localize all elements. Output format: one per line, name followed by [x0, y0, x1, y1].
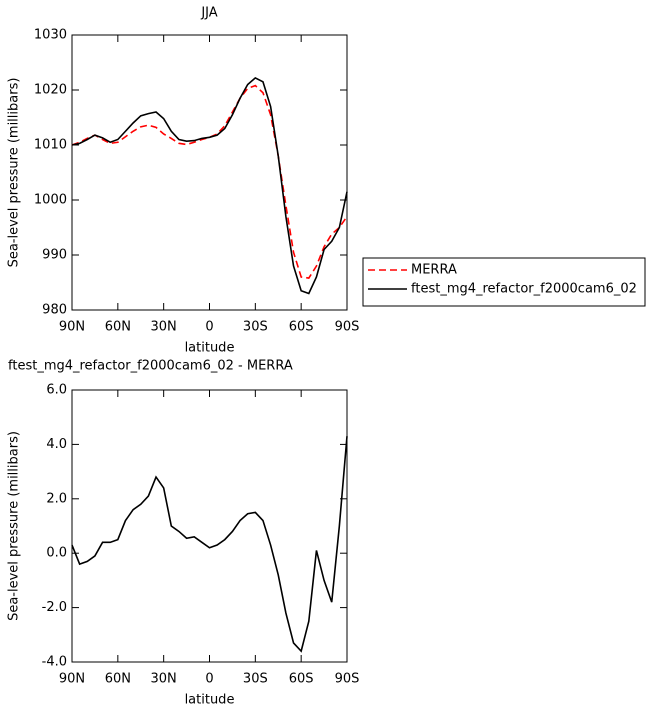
y-tick-label: 1030: [34, 28, 67, 43]
x-tick-label: 90S: [335, 320, 360, 335]
x-axis-label: latitude: [185, 693, 235, 708]
y-tick-label: 2.0: [46, 491, 67, 506]
y-tick-label: -2.0: [42, 600, 67, 615]
data-line: [71, 76, 348, 295]
data-line: [71, 436, 348, 653]
x-axis-label: latitude: [185, 341, 235, 356]
x-tick-label: 30N: [151, 320, 177, 335]
y-tick-label: 1000: [34, 193, 67, 208]
x-tick-label: 30S: [243, 672, 268, 687]
plot-frame: [71, 34, 348, 311]
x-tick-label: 90N: [59, 320, 85, 335]
x-tick-label: 0: [205, 672, 213, 687]
y-tick-label: 990: [42, 248, 67, 263]
legend-label: MERRA: [411, 263, 457, 278]
y-tick-label: 1020: [34, 83, 67, 98]
y-axis-label: Sea-level pressure (millibars): [7, 78, 22, 268]
x-tick-label: 0: [205, 320, 213, 335]
x-tick-label: 30N: [151, 672, 177, 687]
x-tick-label: 60S: [289, 672, 314, 687]
x-tick-label: 60S: [289, 320, 314, 335]
chart-title: ftest_mg4_refactor_f2000cam6_02 - MERRA: [8, 359, 293, 374]
x-tick-label: 60N: [105, 320, 131, 335]
y-tick-label: 4.0: [46, 437, 67, 452]
x-tick-label: 30S: [243, 320, 268, 335]
y-tick-label: 980: [42, 303, 67, 318]
plot-frame: [71, 389, 348, 663]
legend-box: [362, 257, 646, 307]
y-tick-label: 0.0: [46, 546, 67, 561]
chart-title: JJA: [200, 6, 217, 21]
y-tick-label: 6.0: [46, 383, 67, 398]
y-tick-label: 1010: [34, 138, 67, 153]
x-tick-label: 60N: [105, 672, 131, 687]
legend-label: ftest_mg4_refactor_f2000cam6_02: [411, 282, 637, 297]
x-tick-label: 90N: [59, 672, 85, 687]
data-line: [71, 84, 348, 279]
y-axis-label: Sea-level pressure (millibars): [7, 431, 22, 621]
y-tick-label: -4.0: [42, 655, 67, 670]
x-tick-label: 90S: [335, 672, 360, 687]
